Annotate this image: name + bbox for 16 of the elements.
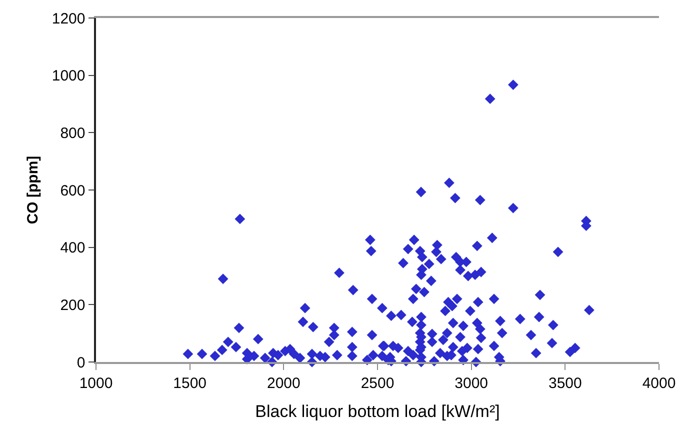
y-tick-label: 800 [60,124,86,142]
x-tick-label: 1500 [173,375,207,392]
y-tick-label: 0 [76,354,86,372]
x-axis-title: Black liquor bottom load [kW/m²] [255,402,500,421]
x-tick-label: 4000 [642,375,676,392]
y-axis-title: CO [ppm] [24,156,42,224]
x-tick-label: 3500 [548,375,582,392]
x-tick-label: 2000 [266,375,300,392]
y-tick-label: 600 [60,182,86,200]
y-tick-label: 200 [60,296,86,314]
y-tick-label: 400 [60,240,86,257]
y-tick-label: 1000 [52,68,86,85]
x-tick-label: 2500 [360,375,394,392]
x-tick-label: 1000 [79,375,113,392]
y-tick-label: 1200 [52,10,86,28]
x-tick-label: 3000 [454,375,488,392]
